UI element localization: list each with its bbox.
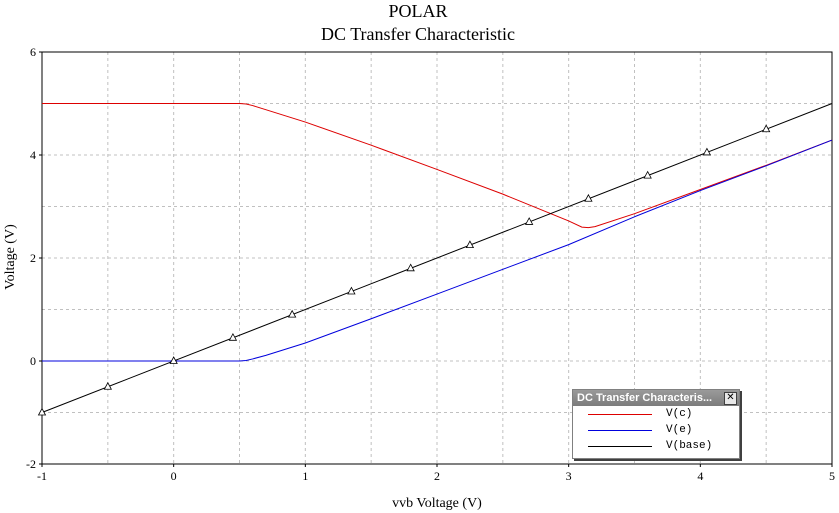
data-point-marker xyxy=(465,240,475,249)
y-tick-label: 0 xyxy=(30,354,36,368)
data-point-marker xyxy=(702,147,712,156)
data-point-marker xyxy=(761,124,771,133)
data-point-marker xyxy=(406,263,415,272)
legend-label-vc: V(c) xyxy=(666,408,693,420)
y-tick-label: 4 xyxy=(30,148,36,162)
data-point-marker xyxy=(584,193,593,202)
series-line-v-c xyxy=(42,103,833,229)
legend-swatch-ve xyxy=(588,429,652,431)
x-tick-label: 3 xyxy=(566,469,572,483)
legend-swatch-vc xyxy=(588,413,652,415)
legend-titlebar[interactable]: DC Transfer Characteris... ✕ xyxy=(573,390,739,406)
data-point-marker xyxy=(37,407,47,416)
data-point-marker xyxy=(103,381,113,390)
legend-title: DC Transfer Characteris... xyxy=(577,392,713,404)
x-tick-label: 2 xyxy=(434,469,440,483)
data-point-marker xyxy=(347,286,356,295)
data-point-marker xyxy=(228,332,238,341)
markers-group xyxy=(37,124,771,416)
legend-window[interactable]: DC Transfer Characteris... ✕ V(c) V(e) V… xyxy=(572,389,740,459)
x-tick-label: -1 xyxy=(37,469,47,483)
close-icon[interactable]: ✕ xyxy=(724,392,737,405)
legend-item-vc: V(c) xyxy=(573,406,739,422)
series-line-v-e xyxy=(42,139,833,362)
legend-label-vbase: V(base) xyxy=(666,440,713,452)
chart-subtitle: DC Transfer Characteristic xyxy=(321,24,515,44)
data-point-marker xyxy=(169,356,178,364)
data-point-marker xyxy=(643,170,652,179)
axis-ticks: -1 0 1 2 3 4 5 -2 0 2 4 6 xyxy=(26,45,835,483)
y-tick-label: 2 xyxy=(30,251,36,265)
legend-label-ve: V(e) xyxy=(666,424,693,436)
x-axis-label: vvb Voltage (V) xyxy=(392,496,482,511)
data-point-marker xyxy=(287,309,297,318)
y-tick-label: 6 xyxy=(30,45,36,59)
y-axis-label: Voltage (V) xyxy=(3,224,18,290)
legend-swatch-vbase xyxy=(588,445,652,447)
x-tick-label: 5 xyxy=(829,469,835,483)
x-tick-label: 1 xyxy=(302,469,308,483)
x-tick-label: 4 xyxy=(697,469,703,483)
legend-item-vbase: V(base) xyxy=(573,438,739,454)
y-tick-label: -2 xyxy=(26,457,36,471)
legend-item-ve: V(e) xyxy=(573,422,739,438)
chart-title: POLAR xyxy=(388,1,447,21)
data-point-marker xyxy=(524,217,534,225)
x-tick-label: 0 xyxy=(171,469,177,483)
